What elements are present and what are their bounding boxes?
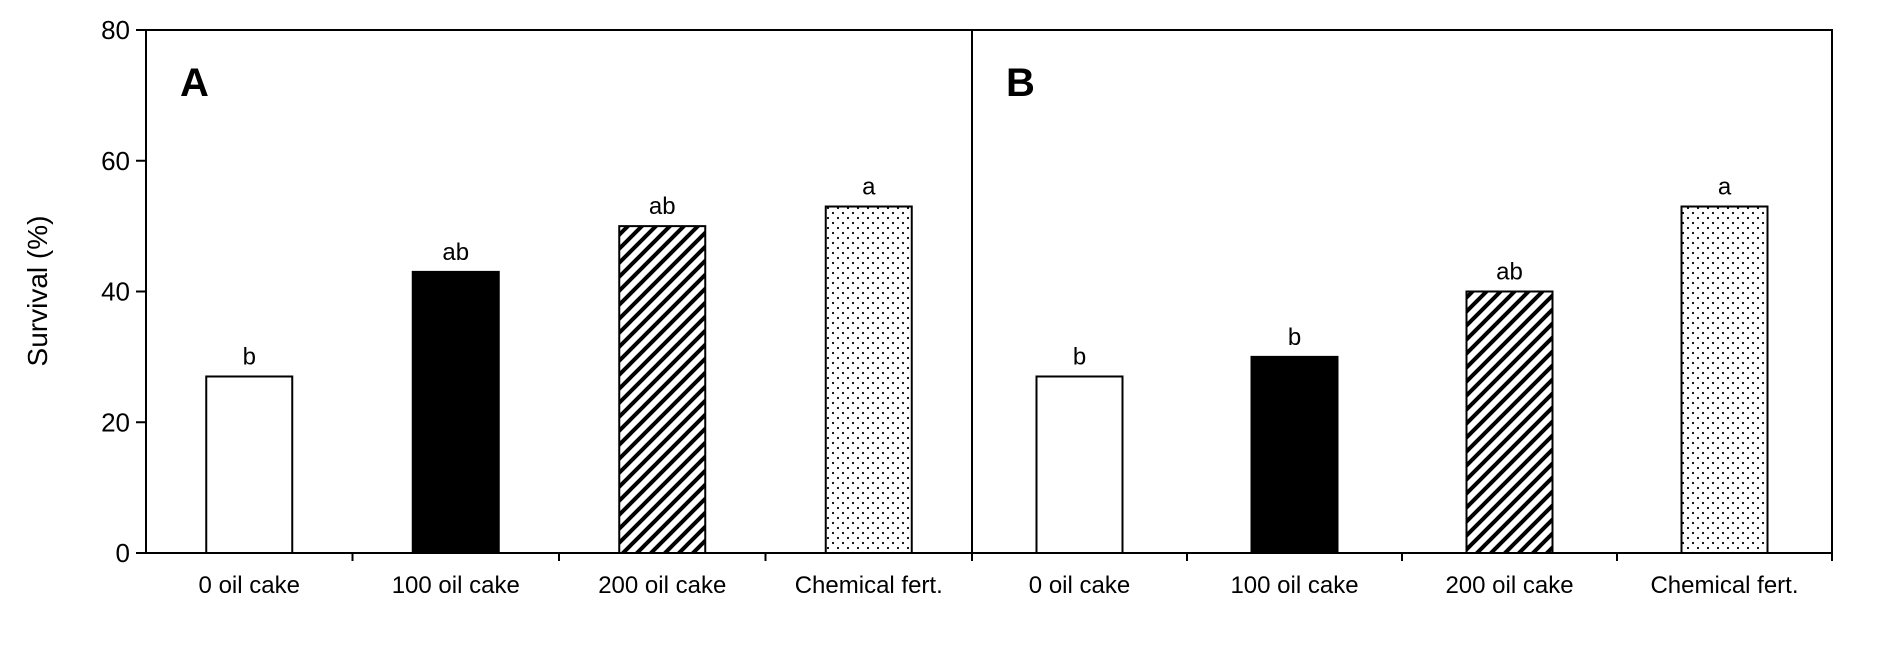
y-tick-label: 0 bbox=[116, 538, 130, 568]
panel-letter-B: B bbox=[1006, 61, 1035, 105]
category-label-A-3: Chemical fert. bbox=[795, 572, 943, 599]
bar-A-1 bbox=[411, 270, 500, 554]
bar-B-0 bbox=[1035, 375, 1124, 554]
category-label-B-3: Chemical fert. bbox=[1650, 572, 1798, 599]
y-tick-label: 20 bbox=[101, 407, 130, 437]
sig-label-A-2: ab bbox=[649, 193, 676, 220]
bar-B-3 bbox=[1680, 205, 1769, 554]
category-label-B-0: 0 oil cake bbox=[1029, 572, 1130, 599]
plot-frame bbox=[145, 29, 1833, 554]
bar-B-1 bbox=[1250, 355, 1339, 554]
category-label-B-1: 100 oil cake bbox=[1230, 572, 1358, 599]
bars bbox=[205, 205, 1769, 554]
axes: 0 20 40 60 80 bbox=[101, 15, 1833, 568]
y-tick-label: 40 bbox=[101, 277, 130, 307]
sig-label-A-3: a bbox=[862, 174, 876, 201]
sig-label-B-0: b bbox=[1073, 343, 1086, 370]
sig-label-A-0: b bbox=[243, 343, 256, 370]
sig-label-A-1: ab bbox=[442, 239, 469, 266]
bar-A-3 bbox=[824, 205, 913, 554]
y-tick-label: 80 bbox=[101, 15, 130, 45]
sig-label-B-2: ab bbox=[1496, 259, 1523, 286]
bar-A-2 bbox=[618, 225, 707, 554]
bar-B-2 bbox=[1465, 290, 1554, 554]
panel-letter-A: A bbox=[180, 61, 209, 105]
y-axis-title: Survival (%) bbox=[22, 216, 53, 367]
category-label-A-1: 100 oil cake bbox=[392, 572, 520, 599]
y-tick-label: 60 bbox=[101, 146, 130, 176]
category-label-B-2: 200 oil cake bbox=[1445, 572, 1573, 599]
category-label-A-0: 0 oil cake bbox=[199, 572, 300, 599]
sig-label-B-1: b bbox=[1288, 324, 1301, 351]
category-label-A-2: 200 oil cake bbox=[598, 572, 726, 599]
sig-label-B-3: a bbox=[1718, 174, 1732, 201]
bar-A-0 bbox=[205, 375, 294, 554]
